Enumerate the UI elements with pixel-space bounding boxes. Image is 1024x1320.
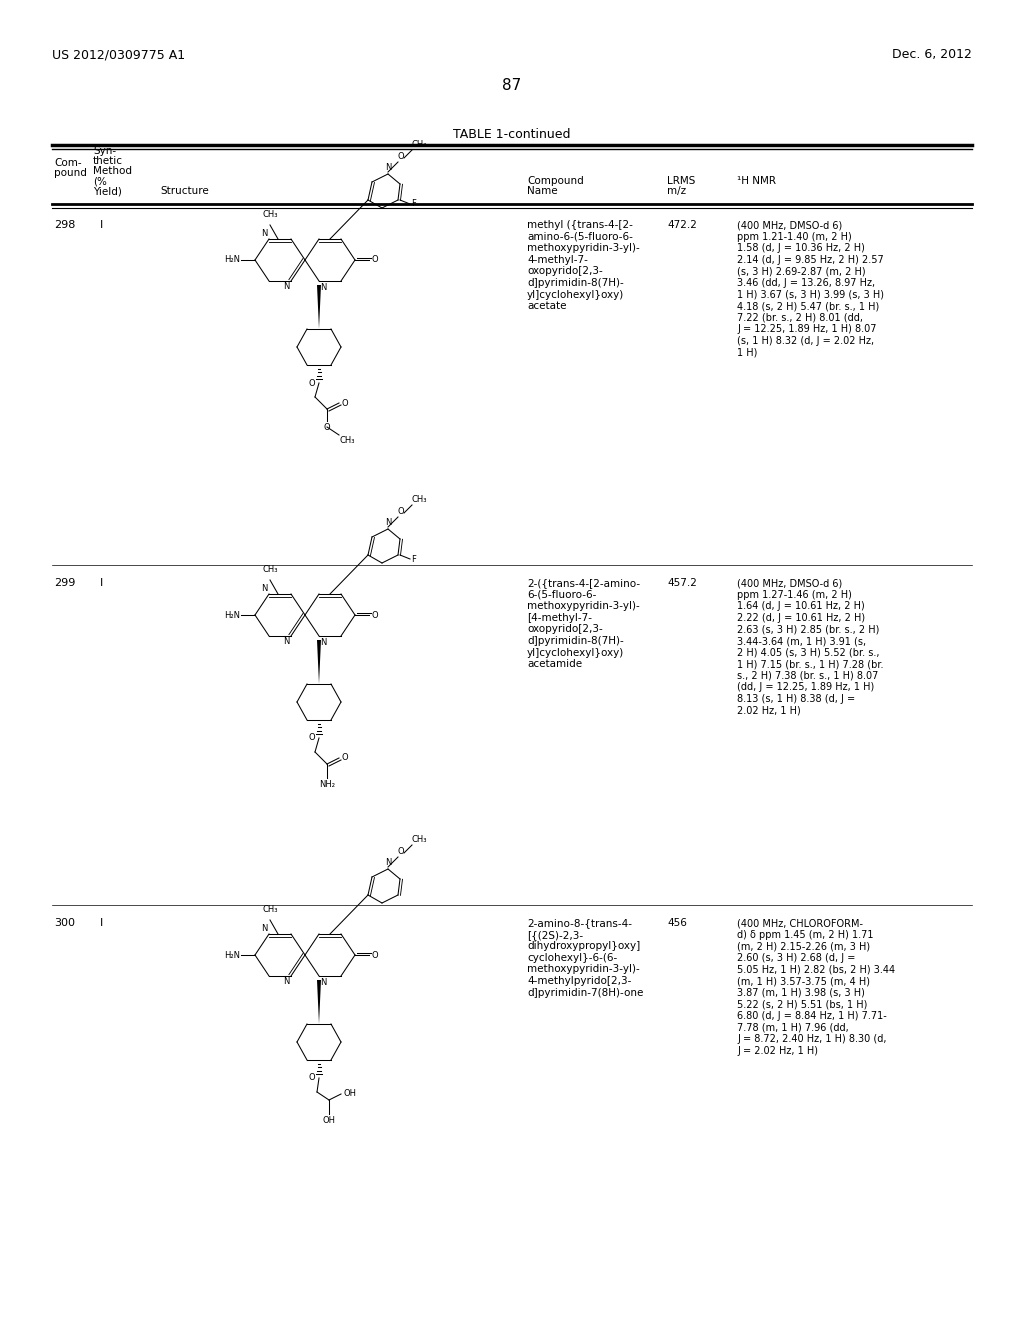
Text: 456: 456 xyxy=(667,917,687,928)
Text: 298: 298 xyxy=(54,220,76,230)
Polygon shape xyxy=(317,640,321,684)
Text: Dec. 6, 2012: Dec. 6, 2012 xyxy=(892,48,972,61)
Text: (400 MHz, CHLOROFORM-
d) δ ppm 1.45 (m, 2 H) 1.71
(m, 2 H) 2.15-2.26 (m, 3 H)
2.: (400 MHz, CHLOROFORM- d) δ ppm 1.45 (m, … xyxy=(737,917,895,1056)
Text: 299: 299 xyxy=(54,578,76,587)
Text: H₂N: H₂N xyxy=(224,950,240,960)
Text: O: O xyxy=(371,950,378,960)
Text: O: O xyxy=(324,422,331,432)
Text: (400 MHz, DMSO-d 6)
ppm 1.27-1.46 (m, 2 H)
1.64 (d, J = 10.61 Hz, 2 H)
2.22 (d, : (400 MHz, DMSO-d 6) ppm 1.27-1.46 (m, 2 … xyxy=(737,578,884,715)
Text: N: N xyxy=(319,638,327,647)
Text: O: O xyxy=(398,847,404,855)
Text: I: I xyxy=(100,578,103,587)
Text: OH: OH xyxy=(343,1089,356,1097)
Text: N: N xyxy=(385,858,391,867)
Text: US 2012/0309775 A1: US 2012/0309775 A1 xyxy=(52,48,185,61)
Text: CH₃: CH₃ xyxy=(412,836,427,843)
Text: Name: Name xyxy=(527,186,558,195)
Text: methyl ({trans-4-[2-
amino-6-(5-fluoro-6-
methoxypyridin-3-yl)-
4-methyl-7-
oxop: methyl ({trans-4-[2- amino-6-(5-fluoro-6… xyxy=(527,220,640,312)
Text: Yield): Yield) xyxy=(93,186,122,195)
Text: I: I xyxy=(100,917,103,928)
Text: (%: (% xyxy=(93,176,106,186)
Text: N: N xyxy=(385,517,391,527)
Text: CH₃: CH₃ xyxy=(262,210,278,219)
Text: TABLE 1-continued: TABLE 1-continued xyxy=(454,128,570,141)
Text: N: N xyxy=(261,228,268,238)
Text: 87: 87 xyxy=(503,78,521,92)
Text: thetic: thetic xyxy=(93,156,123,166)
Text: O: O xyxy=(341,754,347,763)
Text: H₂N: H₂N xyxy=(224,256,240,264)
Text: N: N xyxy=(261,583,268,593)
Text: O: O xyxy=(341,399,347,408)
Text: O: O xyxy=(398,507,404,516)
Text: N: N xyxy=(385,162,391,172)
Text: 472.2: 472.2 xyxy=(667,220,697,230)
Text: Com-: Com- xyxy=(54,158,82,168)
Text: CH₃: CH₃ xyxy=(412,140,427,149)
Text: H₂N: H₂N xyxy=(224,610,240,619)
Text: Method: Method xyxy=(93,166,132,176)
Text: CH₃: CH₃ xyxy=(412,495,427,504)
Text: CH₃: CH₃ xyxy=(262,906,278,913)
Text: O: O xyxy=(308,1073,315,1082)
Text: N: N xyxy=(319,282,327,292)
Text: CH₃: CH₃ xyxy=(339,436,354,445)
Text: OH: OH xyxy=(323,1115,336,1125)
Text: NH₂: NH₂ xyxy=(319,780,335,789)
Text: Structure: Structure xyxy=(160,186,209,195)
Text: CH₃: CH₃ xyxy=(262,565,278,574)
Text: Syn-: Syn- xyxy=(93,147,116,156)
Text: 457.2: 457.2 xyxy=(667,578,697,587)
Text: O: O xyxy=(398,152,404,161)
Text: (400 MHz, DMSO-d 6)
ppm 1.21-1.40 (m, 2 H)
1.58 (d, J = 10.36 Hz, 2 H)
2.14 (d, : (400 MHz, DMSO-d 6) ppm 1.21-1.40 (m, 2 … xyxy=(737,220,884,358)
Text: N: N xyxy=(319,978,327,987)
Polygon shape xyxy=(317,979,321,1024)
Text: O: O xyxy=(371,256,378,264)
Text: LRMS: LRMS xyxy=(667,176,695,186)
Text: N: N xyxy=(284,977,290,986)
Text: F: F xyxy=(411,554,416,564)
Text: N: N xyxy=(284,638,290,645)
Text: O: O xyxy=(308,734,315,742)
Text: 300: 300 xyxy=(54,917,75,928)
Text: O: O xyxy=(371,610,378,619)
Text: I: I xyxy=(100,220,103,230)
Text: Compound: Compound xyxy=(527,176,584,186)
Text: 2-({trans-4-[2-amino-
6-(5-fluoro-6-
methoxypyridin-3-yl)-
[4-methyl-7-
oxopyrid: 2-({trans-4-[2-amino- 6-(5-fluoro-6- met… xyxy=(527,578,640,669)
Text: F: F xyxy=(411,199,416,209)
Text: m/z: m/z xyxy=(667,186,686,195)
Text: N: N xyxy=(261,924,268,933)
Text: 2-amino-8-{trans-4-
[{(2S)-2,3-
dihydroxypropyl}oxy]
cyclohexyl}-6-(6-
methoxypy: 2-amino-8-{trans-4- [{(2S)-2,3- dihydrox… xyxy=(527,917,643,998)
Text: ¹H NMR: ¹H NMR xyxy=(737,176,776,186)
Polygon shape xyxy=(317,285,321,329)
Text: N: N xyxy=(284,282,290,290)
Text: O: O xyxy=(308,379,315,388)
Text: pound: pound xyxy=(54,168,87,178)
